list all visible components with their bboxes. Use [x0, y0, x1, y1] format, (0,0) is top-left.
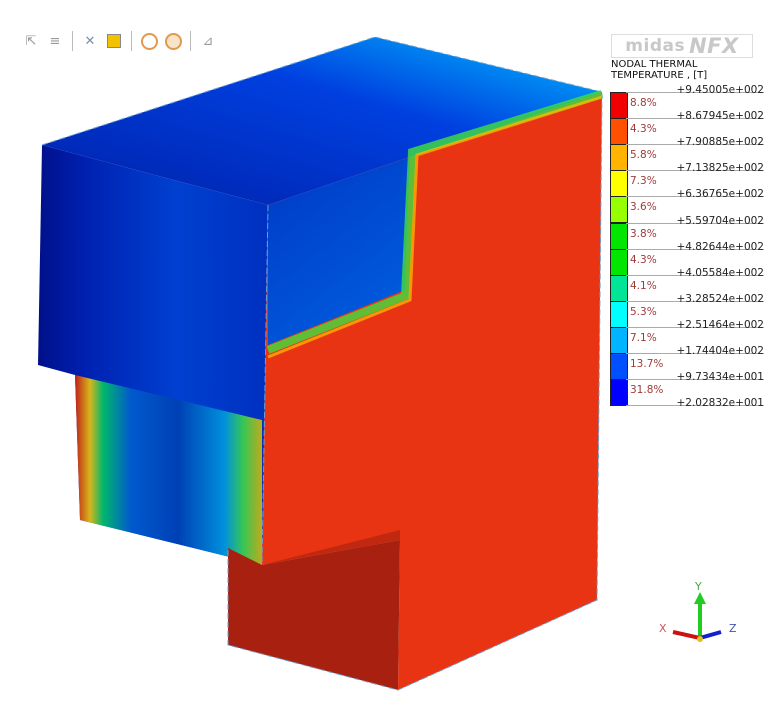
legend-tick — [626, 92, 764, 93]
toolbar: ⇱ ≡ ✕ ⊿ — [22, 30, 217, 52]
y-axis-label: Y — [694, 580, 702, 593]
toolbar-separator — [72, 31, 73, 51]
midas-nfx-logo: midas NFX — [611, 34, 753, 58]
legend-percent: 5.8% — [630, 149, 657, 162]
logo-product: NFX — [689, 34, 739, 58]
legend-percent: 3.8% — [630, 227, 657, 240]
legend-value: +8.67945e+002 — [676, 110, 764, 123]
legend-tick — [626, 196, 764, 198]
legend-tick — [626, 379, 764, 381]
legend-value: +2.51464e+002 — [676, 318, 764, 331]
legend-value: +1.74404e+002 — [676, 345, 764, 357]
legend-percent: 7.3% — [630, 175, 657, 188]
legend-color-band — [610, 326, 628, 354]
legend-percent: 3.6% — [630, 201, 657, 214]
toolbar-separator — [190, 31, 191, 51]
legend-value: +4.05584e+002 — [676, 266, 764, 279]
select-line-icon[interactable]: ≡ — [49, 33, 61, 49]
lower-inner-face — [262, 530, 400, 565]
front-leg-region — [75, 375, 262, 565]
legend-color-band — [610, 222, 628, 250]
legend-value: +2.02832e+001 — [676, 397, 764, 410]
legend-tick — [626, 274, 764, 276]
legend-percent: 8.8% — [630, 97, 657, 109]
legend-color-band — [610, 300, 628, 328]
legend-percent: 5.3% — [630, 305, 657, 318]
top-face — [42, 37, 602, 205]
legend-color-band — [610, 274, 628, 302]
legend-value: +7.90885e+002 — [676, 136, 764, 149]
legend-tick — [626, 248, 764, 250]
model-edges — [41, 36, 603, 691]
z-axis-arrow — [699, 630, 722, 640]
legend-percent: 4.1% — [630, 279, 657, 292]
isotherm-boundary — [266, 90, 604, 354]
x-axis-arrow — [672, 630, 701, 640]
legend-tick — [626, 170, 764, 172]
pick-exclude-icon[interactable] — [164, 32, 182, 50]
legend-color-band — [610, 118, 628, 146]
legend-color-band — [610, 196, 628, 224]
model-edge — [261, 204, 269, 566]
legend-value: +9.45005e+002 — [676, 84, 764, 96]
z-axis-label: Z — [729, 622, 737, 635]
legend-value: +7.13825e+002 — [676, 162, 764, 175]
legend-tick — [626, 118, 764, 120]
legend-color-band — [610, 170, 628, 198]
legend-title-line2: TEMPERATURE , [T] — [611, 70, 708, 81]
isotherm-boundary-warm — [267, 95, 603, 359]
lower-front-face — [228, 540, 400, 690]
legend-title: NODAL THERMAL TEMPERATURE , [T] — [611, 59, 707, 81]
legend-title-line1: NODAL THERMAL — [611, 59, 698, 70]
legend-tick — [626, 222, 764, 224]
legend-percent: 4.3% — [630, 253, 657, 266]
select-box-icon[interactable] — [105, 32, 123, 50]
legend-tick — [626, 405, 764, 407]
toolbar-separator — [131, 31, 132, 51]
legend-tick — [626, 300, 764, 302]
legend-percent: 7.1% — [630, 331, 657, 344]
right-face-cold-region — [268, 92, 602, 345]
legend-tick — [626, 353, 764, 354]
legend-color-band — [610, 353, 628, 381]
select-node-icon[interactable]: ⇱ — [25, 33, 37, 49]
legend-color-band — [610, 248, 628, 276]
measure-icon[interactable]: ⊿ — [202, 33, 214, 49]
logo-brand: midas — [625, 36, 686, 56]
pick-icon[interactable] — [140, 32, 158, 50]
axis-origin — [697, 636, 703, 642]
legend-tick — [626, 326, 764, 328]
legend-value: +9.73434e+001 — [676, 371, 764, 384]
y-axis-arrowhead — [694, 592, 706, 604]
legend-percent: 13.7% — [630, 358, 664, 370]
legend-percent: 4.3% — [630, 123, 657, 136]
legend-color-band — [610, 144, 628, 172]
legend-tick — [626, 144, 764, 146]
legend-value: +5.59704e+002 — [676, 214, 764, 227]
legend-color-band — [610, 379, 628, 407]
legend-value: +4.82644e+002 — [676, 240, 764, 253]
x-axis-label: X — [659, 622, 667, 635]
deselect-icon[interactable]: ✕ — [84, 33, 96, 49]
legend-value: +6.36765e+002 — [676, 188, 764, 201]
legend-color-band — [610, 92, 628, 120]
legend-value: +3.28524e+002 — [676, 292, 764, 305]
axis-triad: Y X Z — [659, 580, 737, 642]
legend-percent: 31.8% — [630, 384, 664, 397]
